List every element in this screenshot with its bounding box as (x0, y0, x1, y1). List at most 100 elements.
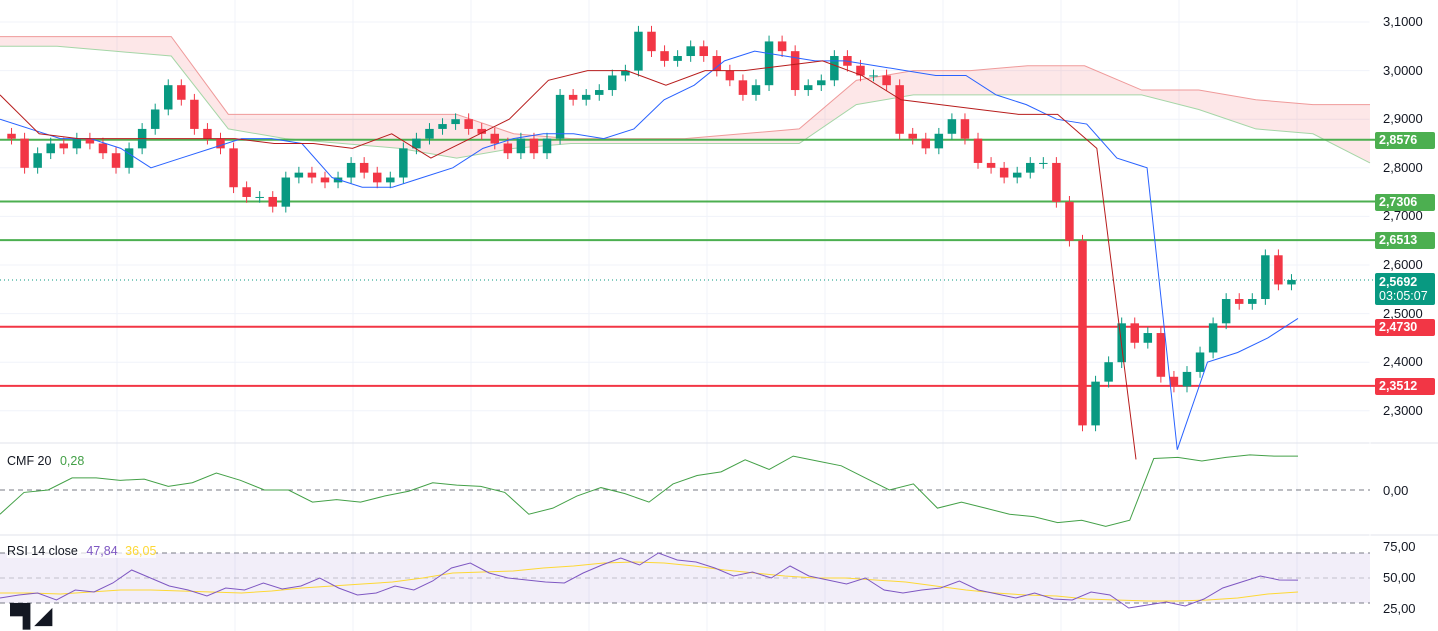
candle-body (1195, 352, 1205, 372)
candle-body (1130, 323, 1139, 343)
candle-body (817, 80, 826, 86)
candle-body (1261, 255, 1270, 300)
cloud-span-b (0, 45, 1371, 164)
candle-body (947, 119, 957, 134)
rsi-axis-50: 50,00 (1383, 570, 1416, 585)
candle-body (1143, 333, 1153, 343)
kijun-line (0, 60, 1137, 460)
price-tick: 3,0000 (1383, 62, 1423, 78)
candle-body (581, 94, 591, 100)
candle-body (856, 65, 865, 76)
candle-body (1026, 162, 1035, 173)
candle-body (177, 85, 186, 100)
candle-body (529, 138, 539, 154)
candle-body (33, 153, 42, 168)
candle-body (882, 75, 891, 86)
candle-body (725, 70, 735, 81)
candle-body (986, 162, 996, 168)
cmf-line (0, 454, 1298, 527)
rsi-legend[interactable]: RSI 14 close 47,84 36,05 (7, 544, 157, 558)
candle-body (372, 172, 382, 183)
level-tag: 2,8576 (1375, 131, 1435, 149)
candle-body (830, 56, 839, 81)
candle-body (490, 133, 500, 144)
candle-body (895, 85, 904, 134)
candle-body (595, 90, 604, 95)
candle-body (1091, 381, 1100, 426)
candle-body (111, 153, 121, 168)
candle-body (1274, 255, 1283, 285)
candle-body (1182, 371, 1192, 387)
candle-body (660, 51, 669, 61)
price-tick: 2,3000 (1383, 402, 1423, 418)
candle-body (1012, 172, 1022, 178)
candle-body (425, 128, 434, 139)
candle-body (777, 41, 787, 52)
candle-body (960, 119, 970, 139)
candle-body (1052, 162, 1061, 202)
price-tick: 2,7000 (1383, 208, 1423, 224)
candle-body (542, 138, 552, 154)
candle-body (1234, 299, 1244, 304)
rsi-axis-75: 75,00 (1383, 539, 1416, 554)
candle-body (164, 85, 173, 110)
cmf-axis-zero: 0,00 (1383, 483, 1409, 498)
candle-body (647, 31, 656, 52)
candle-body (438, 124, 447, 129)
candle-body (46, 143, 55, 154)
candle-body (934, 133, 944, 149)
candle-body (20, 138, 29, 168)
candle-body (229, 148, 238, 188)
candle-body (307, 172, 317, 178)
candle-body (790, 51, 800, 91)
tradingview-logo[interactable]: ▀▌◢ (10, 603, 52, 628)
tenkan-line (0, 50, 1299, 450)
candle-body (1078, 240, 1087, 426)
candle-body (72, 138, 82, 149)
candle-body (921, 138, 931, 149)
candle-body (634, 31, 643, 71)
candle-body (555, 94, 565, 139)
level-tag: 2,6513 (1375, 232, 1435, 250)
candle-body (464, 119, 473, 129)
candle-body (1221, 299, 1231, 324)
candle-body (386, 177, 395, 183)
level-tag: 2,7306 (1375, 193, 1435, 211)
rsi-band (0, 553, 1370, 603)
cloud-span-a (0, 36, 1370, 140)
candle-body (803, 85, 813, 91)
candle-body (281, 177, 291, 207)
ichimoku-cloud (0, 36, 1370, 163)
candle-body (216, 138, 225, 149)
candle-body (699, 46, 708, 57)
current-price-tag: 2,5692 03:05:07 (1375, 273, 1435, 305)
candle-body (242, 187, 251, 197)
rsi-ma-value: 36,05 (125, 544, 157, 558)
candle-body (621, 70, 630, 76)
candle-body (98, 143, 108, 154)
cmf-value: 0,28 (59, 454, 85, 468)
candle-body (85, 138, 95, 144)
candle-body (1287, 279, 1296, 285)
cmf-name: CMF 20 (7, 454, 52, 468)
candle-body (503, 143, 513, 154)
candle-body (712, 56, 722, 71)
candle-body (869, 75, 878, 77)
candle-body (764, 41, 774, 86)
level-tag: 2,3512 (1375, 377, 1435, 395)
candle-body (1208, 323, 1218, 353)
candle-body (190, 99, 199, 129)
candle-body (451, 119, 460, 125)
candle-body (294, 172, 304, 178)
candle-body (255, 196, 264, 198)
candle-body (320, 177, 330, 183)
current-price: 2,5692 (1379, 275, 1418, 289)
price-tick: 2,4000 (1383, 354, 1423, 370)
rsi-value: 47,84 (86, 544, 118, 558)
candle-body (268, 196, 277, 207)
cmf-legend[interactable]: CMF 20 0,28 (7, 454, 84, 468)
price-tick: 2,8000 (1383, 159, 1423, 175)
price-tick: 2,9000 (1383, 111, 1423, 127)
